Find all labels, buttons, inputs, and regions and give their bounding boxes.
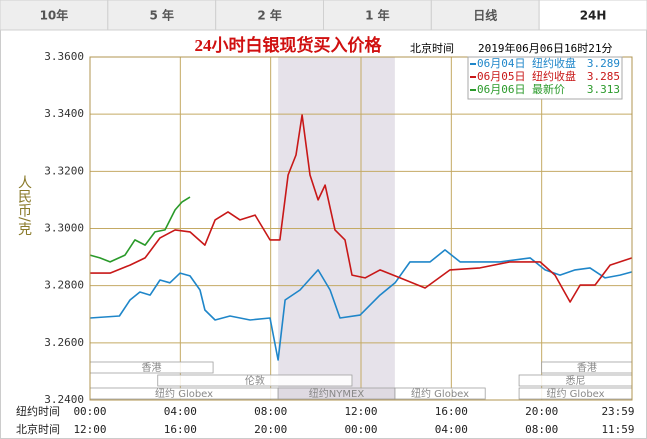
- legend-value: 3.289: [587, 57, 620, 70]
- x2-tick-label: 20:00: [254, 423, 287, 436]
- x2-tick-label: 12:00: [73, 423, 106, 436]
- y-tick-label: 3.2800: [44, 279, 84, 292]
- session-label: 纽约 Globex: [155, 387, 213, 400]
- tab[interactable]: [323, 0, 432, 31]
- series-line: [89, 249, 633, 361]
- tab-label[interactable]: 日线: [473, 8, 497, 23]
- timestamp-label: 北京时间: [410, 41, 454, 55]
- x2-tick-label: 00:00: [344, 423, 377, 436]
- plot-border: [89, 56, 633, 401]
- y-tick-label: 3.2600: [44, 336, 84, 349]
- legend-label: 最新价: [532, 82, 565, 96]
- session-label: 悉尼: [566, 375, 586, 387]
- legend-label: 纽约收盘: [532, 69, 576, 83]
- x-tick-label: 23:59: [601, 405, 634, 418]
- x2-tick-label: 04:00: [435, 423, 468, 436]
- x2-tick-label: 16:00: [164, 423, 197, 436]
- series-line: [90, 114, 633, 303]
- session-label: 伦敦: [245, 374, 265, 387]
- series-line: [89, 196, 191, 263]
- x2-tick-label: 08:00: [525, 423, 558, 436]
- tab[interactable]: [215, 0, 325, 31]
- session-label: 纽约 Globex: [411, 387, 469, 400]
- tab[interactable]: [107, 0, 217, 31]
- tab[interactable]: [0, 0, 109, 31]
- tab[interactable]: [538, 0, 647, 31]
- legend-value: 3.285: [587, 70, 620, 83]
- y-tick-label: 3.3400: [44, 107, 84, 120]
- x-axis-label: 纽约时间: [16, 404, 60, 418]
- session-label: 纽约 Globex: [547, 387, 605, 400]
- session-label: 香港: [577, 362, 597, 374]
- x-tick-label: 00:00: [73, 405, 106, 418]
- y-axis-label: 人民币/克: [16, 175, 32, 237]
- legend-label: 纽约收盘: [532, 56, 576, 70]
- session-label: 纽约NYMEX: [309, 387, 365, 400]
- session-box: [157, 374, 353, 387]
- x-tick-label: 16:00: [435, 405, 468, 418]
- session-label: 香港: [142, 362, 162, 374]
- x-tick-label: 04:00: [164, 405, 197, 418]
- y-tick-label: 3.3600: [44, 50, 84, 63]
- tab-label[interactable]: 1 年: [365, 8, 390, 23]
- y-tick-label: 3.2400: [44, 393, 84, 406]
- legend-name: 06月05日: [477, 70, 526, 83]
- legend-box: [467, 56, 623, 100]
- y-tick-label: 3.3000: [44, 222, 84, 235]
- tab-label[interactable]: 2 年: [257, 8, 282, 23]
- x-axis-label: 北京时间: [16, 422, 60, 436]
- legend-name: 06月06日: [477, 83, 526, 96]
- legend-name: 06月04日: [477, 57, 526, 70]
- x-tick-label: 12:00: [344, 405, 377, 418]
- timestamp: 2019年06月06日16时21分: [478, 41, 612, 55]
- tab-label[interactable]: 24H: [580, 9, 607, 23]
- tab-label[interactable]: 5 年: [149, 8, 174, 23]
- legend-value: 3.313: [587, 83, 620, 96]
- session-box: [277, 387, 396, 400]
- chart-title: 24小时白银现货买入价格: [195, 35, 383, 55]
- x2-tick-label: 11:59: [601, 423, 634, 436]
- tab[interactable]: [430, 0, 540, 31]
- x-tick-label: 20:00: [525, 405, 558, 418]
- tab-label[interactable]: 10年: [40, 8, 69, 23]
- x-tick-label: 08:00: [254, 405, 287, 418]
- y-tick-label: 3.3200: [44, 164, 84, 177]
